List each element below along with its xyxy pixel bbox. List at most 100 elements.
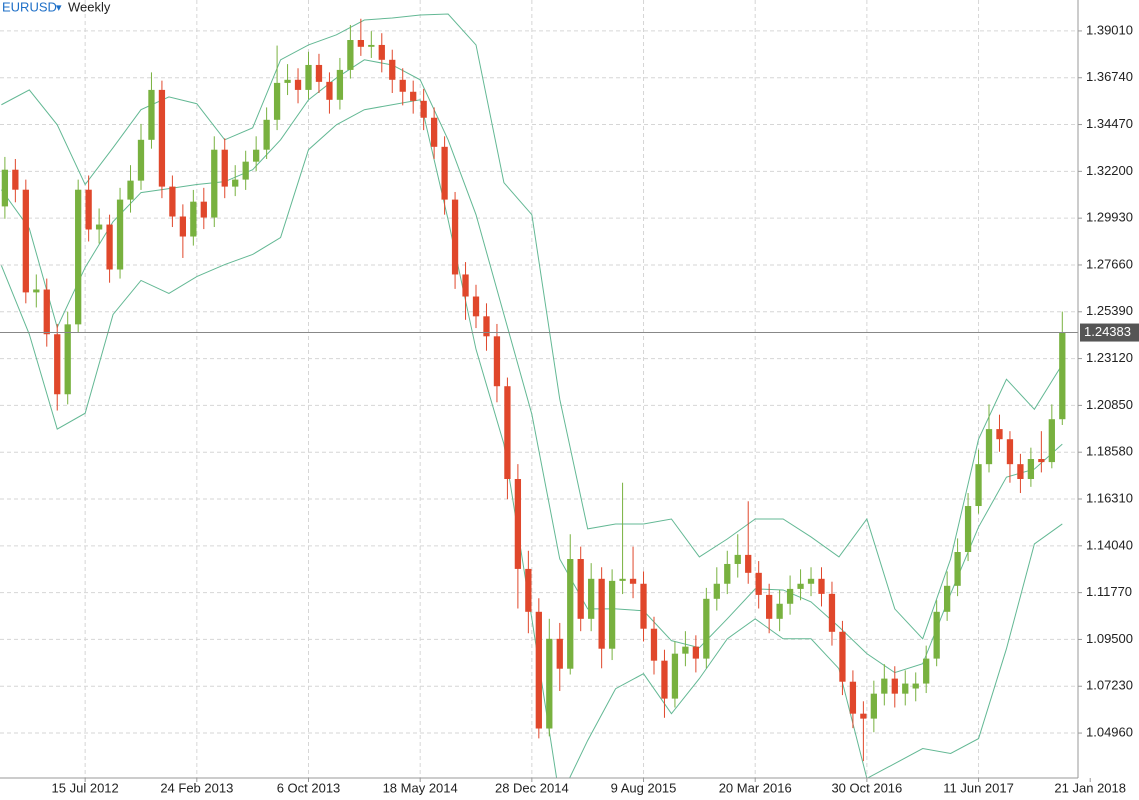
candle-body (713, 583, 720, 599)
x-tick-label: 20 Mar 2016 (719, 780, 792, 795)
candle-body (158, 89, 166, 187)
candle-body (420, 100, 427, 118)
candle-body (671, 653, 679, 699)
candle-body (860, 713, 867, 719)
candle-body (881, 678, 888, 694)
y-tick-label: 1.11770 (1086, 584, 1132, 599)
candle-body (75, 189, 82, 325)
axes: 1.39010 1.36740 1.34470 1.32200 1.29930 1.276… (52, 22, 1139, 795)
last-price-label: 1.24383 (1084, 324, 1131, 339)
candle-body (640, 583, 647, 629)
candle-body (839, 631, 846, 682)
candle-body (493, 336, 501, 387)
symbol[interactable]: EURUSD (2, 0, 57, 14)
candle-body (535, 611, 542, 729)
candle-body (389, 59, 396, 80)
candle-body (221, 149, 228, 187)
bollinger-bands (0, 13, 1063, 778)
candle-body (169, 186, 176, 217)
y-tick-label: 1.20850 (1086, 397, 1133, 412)
candle-body (33, 289, 40, 293)
candle-body (598, 578, 605, 649)
candle-body (116, 199, 124, 270)
dropdown-icon[interactable]: ▾ (56, 2, 62, 14)
candle-body (724, 563, 731, 584)
candle-body (462, 274, 469, 297)
y-tick-label: 1.39010 (1086, 22, 1133, 37)
candle-body (127, 180, 134, 200)
candle-body (682, 646, 689, 654)
candle-body (703, 598, 710, 659)
candle-body (608, 580, 616, 649)
y-tick-label: 1.25390 (1086, 303, 1133, 318)
candle-body (378, 44, 385, 60)
candle-body (242, 161, 249, 180)
candle-body (546, 638, 553, 729)
candle-body (828, 593, 836, 632)
candle-body (807, 578, 815, 584)
y-tick-label: 1.16310 (1086, 490, 1133, 505)
x-tick-label: 24 Feb 2013 (160, 780, 233, 795)
candle-body (148, 89, 155, 140)
candle-body (54, 334, 61, 395)
y-tick-label: 1.18580 (1086, 444, 1133, 459)
candle-body (650, 628, 658, 661)
candle-body (588, 578, 595, 619)
candle-body (12, 169, 19, 190)
candle-body (870, 693, 877, 719)
candle-body (179, 216, 187, 237)
candle-body (211, 149, 218, 218)
x-tick-label: 18 May 2014 (383, 780, 458, 795)
candle-body (849, 681, 857, 714)
candle-body (912, 683, 919, 689)
candle-body (975, 464, 982, 507)
candle-body (284, 79, 291, 83)
y-tick-label: 1.07230 (1086, 678, 1133, 693)
candle-body (964, 506, 972, 553)
candle-body (1048, 419, 1055, 463)
candle-body (232, 179, 239, 187)
candle-body (410, 91, 417, 101)
candle-body (399, 79, 406, 92)
candle-body (996, 429, 1003, 440)
x-tick-label: 30 Oct 2016 (831, 780, 902, 795)
candle-body (95, 224, 103, 230)
candle-body (22, 189, 29, 293)
candle-body (451, 199, 459, 275)
candle-body (556, 638, 563, 669)
candle-body (263, 119, 270, 150)
candle-body (734, 554, 741, 564)
candle-body (923, 658, 930, 684)
y-tick-label: 1.29930 (1086, 210, 1133, 225)
candle-body (190, 201, 197, 237)
candle-body (253, 149, 260, 162)
candle-body (43, 289, 50, 335)
candle-body (200, 201, 207, 218)
x-tick-label: 6 Oct 2013 (277, 780, 341, 795)
timeframe[interactable]: Weekly (68, 0, 111, 14)
candle-body (472, 296, 480, 317)
y-tick-label: 1.04960 (1086, 724, 1133, 739)
x-tick-label: 9 Aug 2015 (611, 780, 677, 795)
candle-body (818, 578, 825, 594)
candle-body (315, 64, 323, 82)
candle-body (755, 572, 762, 595)
candle-body (357, 40, 364, 47)
band-middle (0, 59, 1063, 674)
candle-body (1017, 464, 1024, 480)
candle-body (347, 40, 354, 70)
candle-body (137, 139, 145, 181)
candle-body (273, 82, 281, 120)
x-tick-label: 11 Jun 2017 (943, 780, 1014, 795)
candle-body (577, 559, 584, 619)
candle-body (567, 559, 574, 669)
symbol-header[interactable]: EURUSD ▾ Weekly (2, 0, 111, 14)
candle-body (64, 324, 71, 395)
y-tick-label: 1.36740 (1086, 69, 1133, 84)
y-tick-label: 1.32200 (1086, 163, 1133, 178)
candle-body (1038, 459, 1045, 463)
candle-body (441, 146, 448, 200)
candle-body (294, 79, 302, 90)
